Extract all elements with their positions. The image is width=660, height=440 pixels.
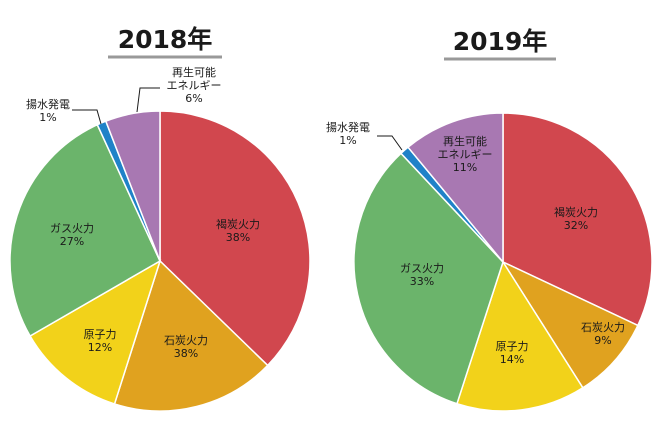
- pie-2018: 褐炭火力38%石炭火力38%原子力12%ガス火力27%揚水発電1%再生可能エネル…: [9, 65, 311, 412]
- slice-percent-label: 12%: [88, 341, 112, 354]
- slice-percent-label: 32%: [564, 219, 588, 232]
- slice-name-label: 褐炭火力: [554, 205, 598, 219]
- chart-title-2019: 2019年: [453, 27, 548, 56]
- slice-percent-label: 11%: [453, 161, 477, 174]
- slice-percent-label: 38%: [174, 347, 198, 360]
- pie-slice-2019-5: [406, 112, 504, 265]
- slice-name-label: エネルギー: [167, 79, 222, 92]
- slice-name-label: 原子力: [496, 340, 529, 353]
- slice-name-label: 揚水発電: [26, 97, 70, 111]
- slice-name-label: 石炭火力: [164, 334, 208, 347]
- slice-name-label: エネルギー: [438, 148, 493, 161]
- pie-slice-2019-3: [353, 152, 504, 405]
- slice-percent-label: 27%: [60, 235, 84, 248]
- pie-slice-2018-5: [104, 110, 161, 262]
- leader-line: [136, 87, 160, 113]
- slice-name-label: 石炭火力: [581, 321, 625, 334]
- pie-slice-2018-0: [159, 110, 311, 367]
- slice-percent-label: 1%: [339, 134, 356, 147]
- slice-name-label: 再生可能: [172, 65, 216, 79]
- slice-name-label: 褐炭火力: [216, 217, 260, 231]
- pie-slice-2018-2: [29, 259, 162, 405]
- slice-percent-label: 1%: [39, 111, 56, 124]
- slice-percent-label: 6%: [185, 92, 202, 105]
- slice-name-label: 揚水発電: [326, 120, 370, 134]
- pie-slice-2019-0: [502, 112, 653, 327]
- pie-slice-2018-1: [113, 259, 269, 412]
- slice-percent-label: 14%: [500, 353, 524, 366]
- slice-percent-label: 38%: [226, 231, 250, 244]
- pie-slice-2019-2: [456, 260, 584, 412]
- slice-name-label: ガス火力: [400, 262, 444, 275]
- slice-name-label: 再生可能: [443, 134, 487, 148]
- pie-slice-2019-1: [500, 260, 639, 389]
- leader-line: [377, 135, 403, 151]
- slice-name-label: 原子力: [84, 328, 117, 341]
- chart-title-2018: 2018年: [118, 25, 213, 54]
- slice-name-label: ガス火力: [50, 222, 94, 235]
- pie-slice-2018-3: [9, 123, 161, 338]
- slice-percent-label: 33%: [410, 275, 434, 288]
- leader-line: [72, 109, 102, 125]
- slice-percent-label: 9%: [594, 334, 611, 347]
